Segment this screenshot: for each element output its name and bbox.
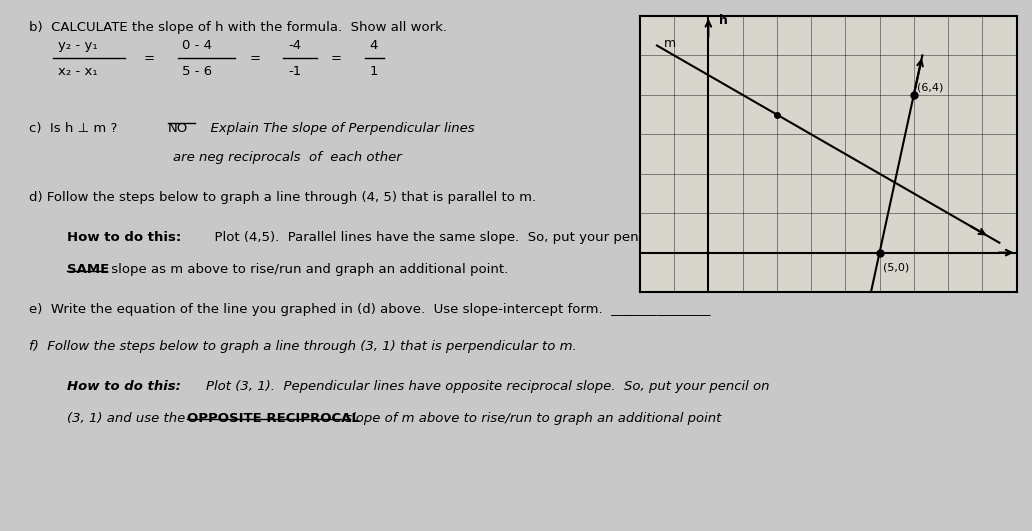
Text: -4: -4: [288, 39, 301, 52]
Text: -1: -1: [288, 65, 301, 78]
Text: h: h: [718, 14, 728, 27]
Text: =: =: [143, 52, 155, 65]
Text: 4: 4: [369, 39, 378, 52]
Text: slope of m above to rise/run to graph an additional point: slope of m above to rise/run to graph an…: [341, 412, 721, 424]
Text: (5,0): (5,0): [883, 262, 909, 272]
Text: (3, 1) and use the: (3, 1) and use the: [67, 412, 190, 424]
Text: 0 - 4: 0 - 4: [183, 39, 213, 52]
Text: slope as m above to rise/run and graph an additional point.: slope as m above to rise/run and graph a…: [107, 263, 509, 276]
Text: c)  Is h ⊥ m ?: c) Is h ⊥ m ?: [29, 122, 126, 135]
Text: Plot (3, 1).  Pependicular lines have opposite reciprocal slope.  So, put your p: Plot (3, 1). Pependicular lines have opp…: [206, 380, 770, 392]
Text: =: =: [331, 52, 343, 65]
Text: How to do this:: How to do this:: [67, 231, 182, 244]
Text: b)  CALCULATE the slope of h with the formula.  Show all work.: b) CALCULATE the slope of h with the for…: [29, 21, 447, 34]
Text: SAME: SAME: [67, 263, 109, 276]
Text: OPPOSITE RECIPROCAL: OPPOSITE RECIPROCAL: [187, 412, 360, 424]
Text: Plot (4,5).  Parallel lines have the same slope.  So, put your pencil on (4,5) a: Plot (4,5). Parallel lines have the same…: [206, 231, 794, 244]
Text: (6,4): (6,4): [917, 83, 943, 93]
Text: =: =: [250, 52, 260, 65]
Text: f)  Follow the steps below to graph a line through (3, 1) that is perpendicular : f) Follow the steps below to graph a lin…: [29, 340, 577, 353]
Text: 1: 1: [369, 65, 378, 78]
Text: y₂ - y₁: y₂ - y₁: [58, 39, 97, 52]
Text: d) Follow the steps below to graph a line through (4, 5) that is parallel to m.: d) Follow the steps below to graph a lin…: [29, 191, 536, 204]
Text: e)  Write the equation of the line you graphed in (d) above.  Use slope-intercep: e) Write the equation of the line you gr…: [29, 303, 710, 315]
Text: x₂ - x₁: x₂ - x₁: [58, 65, 97, 78]
Text: Explain The slope of Perpendicular lines: Explain The slope of Perpendicular lines: [201, 122, 474, 135]
Text: NO: NO: [168, 122, 188, 135]
Text: How to do this:: How to do this:: [67, 380, 181, 392]
Text: 5 - 6: 5 - 6: [183, 65, 213, 78]
Text: m: m: [664, 38, 676, 50]
Text: are neg reciprocals  of  each other: are neg reciprocals of each other: [172, 151, 401, 164]
